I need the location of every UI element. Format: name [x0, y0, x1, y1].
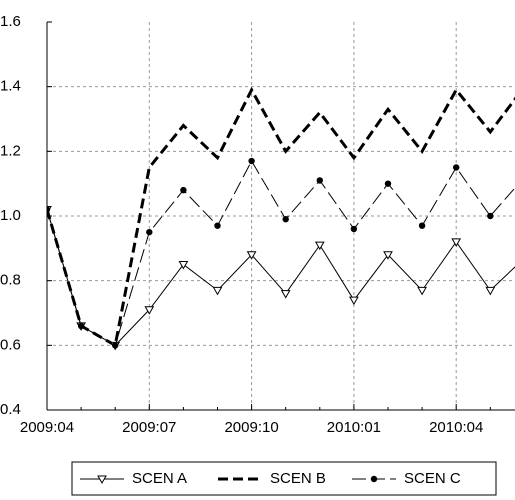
marker [383, 251, 393, 260]
series-line [47, 160, 515, 347]
y-tick-label: 1.6 [0, 13, 21, 30]
legend-label: SCEN A [132, 470, 187, 487]
marker [112, 342, 119, 349]
marker [248, 157, 255, 165]
marker [487, 212, 494, 220]
marker [214, 222, 221, 229]
marker [246, 251, 257, 260]
y-tick-label: 0.6 [0, 336, 21, 353]
marker [180, 186, 187, 194]
plot-area [47, 86, 515, 351]
marker [453, 164, 460, 171]
x-tick-label: 2009:07 [122, 419, 176, 436]
grid [47, 22, 515, 410]
y-tick-label: 1.4 [0, 78, 21, 95]
series-line [47, 209, 515, 346]
legend-label: SCEN C [404, 470, 461, 487]
axes: 0.4 0.6 0.8 1.0 1.2 1.4 1.6 2009:04 2009:07 2009:… [0, 13, 515, 436]
x-tick-label: 2010:04 [429, 419, 483, 436]
series-line [47, 86, 515, 348]
marker [144, 306, 155, 315]
y-tick-label: 0.4 [0, 401, 21, 418]
marker [417, 286, 427, 296]
x-tick-label: 2009:04 [20, 419, 74, 436]
marker [485, 286, 496, 296]
marker [97, 475, 107, 485]
legend-box [71, 461, 497, 496]
legend-label: SCEN B [270, 470, 326, 487]
x-tick-label: 2009:10 [224, 419, 278, 436]
y-tick-label: 1.2 [0, 142, 21, 159]
marker [418, 222, 426, 229]
marker [316, 177, 323, 184]
marker [280, 290, 291, 299]
marker [178, 261, 189, 270]
x-tick-label: 2010:01 [327, 419, 381, 436]
marker [47, 206, 51, 213]
legend: SCEN A SCEN B SCEN C [80, 470, 461, 487]
marker [451, 238, 462, 247]
marker [350, 225, 358, 233]
marker [146, 228, 153, 236]
marker [349, 296, 359, 306]
marker [370, 475, 378, 483]
marker [282, 216, 289, 223]
marker [212, 286, 223, 296]
y-tick-label: 0.8 [0, 272, 21, 289]
marker [314, 241, 325, 251]
marker [384, 180, 392, 187]
marker [77, 322, 85, 330]
y-tick-label: 1.0 [0, 207, 21, 224]
